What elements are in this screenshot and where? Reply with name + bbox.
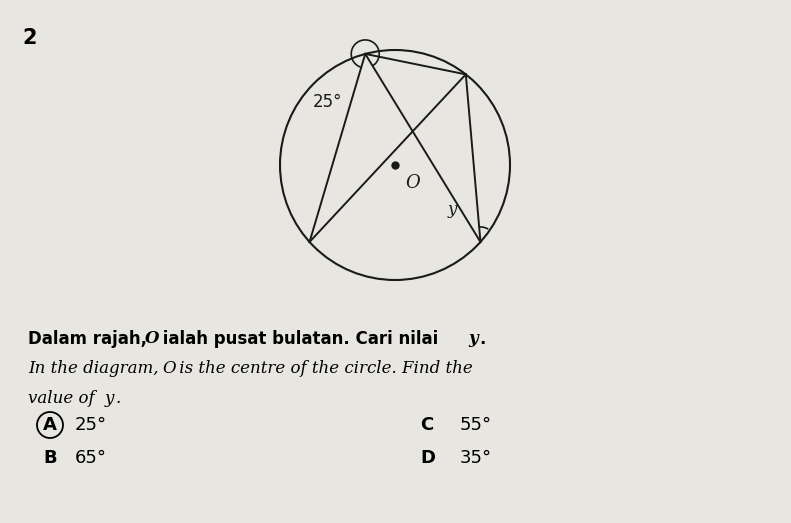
Text: 55°: 55°: [460, 416, 492, 434]
Text: O: O: [406, 174, 420, 192]
Text: .: .: [116, 390, 121, 407]
Text: Dalam rajah,: Dalam rajah,: [28, 330, 153, 348]
Text: 25°: 25°: [312, 93, 342, 111]
Text: 65°: 65°: [75, 449, 107, 467]
Text: y: y: [105, 390, 115, 407]
Text: 25°: 25°: [75, 416, 107, 434]
Text: y: y: [468, 330, 478, 347]
Text: B: B: [44, 449, 57, 467]
Text: value of: value of: [28, 390, 100, 407]
Text: O: O: [162, 360, 176, 377]
Text: is the centre of the circle. Find the: is the centre of the circle. Find the: [174, 360, 473, 377]
Text: O: O: [145, 330, 160, 347]
Text: 35°: 35°: [460, 449, 492, 467]
Text: C: C: [420, 416, 433, 434]
Text: D: D: [420, 449, 435, 467]
Text: .: .: [479, 330, 486, 348]
Text: ialah pusat bulatan. Cari nilai: ialah pusat bulatan. Cari nilai: [157, 330, 444, 348]
Text: y: y: [448, 201, 457, 219]
Text: 2: 2: [22, 28, 36, 48]
Text: A: A: [43, 416, 57, 434]
Text: In the diagram,: In the diagram,: [28, 360, 164, 377]
